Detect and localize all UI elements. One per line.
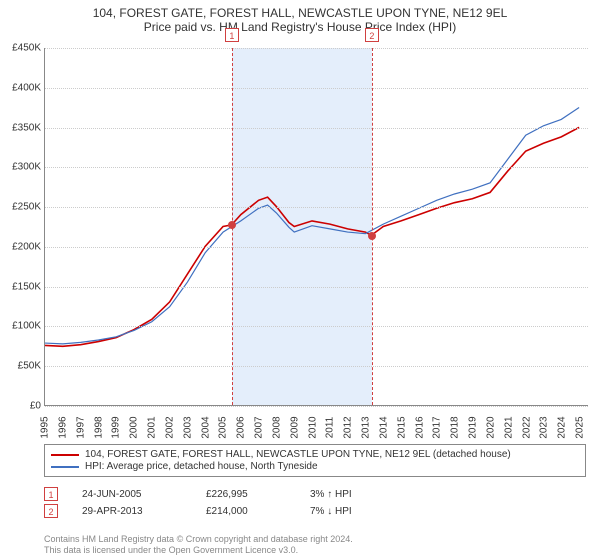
sale-diff: 3% ↑ HPI bbox=[310, 489, 352, 500]
chart-area: £0£50K£100K£150K£200K£250K£300K£350K£400… bbox=[44, 48, 588, 406]
y-axis-label: £450K bbox=[3, 43, 41, 54]
x-axis-label: 1995 bbox=[40, 416, 51, 438]
legend-swatch-property bbox=[51, 454, 79, 456]
x-axis-label: 2002 bbox=[164, 416, 175, 438]
x-axis-label: 2024 bbox=[557, 416, 568, 438]
x-axis-label: 2014 bbox=[378, 416, 389, 438]
x-axis-label: 2011 bbox=[325, 417, 336, 439]
x-axis-label: 2020 bbox=[485, 416, 496, 438]
series-property bbox=[45, 127, 579, 346]
sale-price: £226,995 bbox=[206, 489, 286, 500]
sale-dot-1 bbox=[228, 221, 236, 229]
chart-marker-1: 1 bbox=[225, 28, 239, 42]
x-axis-label: 2001 bbox=[147, 416, 158, 438]
x-axis-label: 2017 bbox=[432, 416, 443, 438]
legend-box: 104, FOREST GATE, FOREST HALL, NEWCASTLE… bbox=[44, 444, 586, 477]
x-axis-label: 2010 bbox=[307, 416, 318, 438]
sale-marker-1: 1 bbox=[44, 487, 58, 501]
x-axis-label: 2025 bbox=[575, 416, 586, 438]
sale-date: 24-JUN-2005 bbox=[82, 489, 182, 500]
y-axis-label: £0 bbox=[3, 401, 41, 412]
x-axis-label: 1996 bbox=[57, 416, 68, 438]
chart-marker-2: 2 bbox=[365, 28, 379, 42]
x-axis-label: 2003 bbox=[182, 416, 193, 438]
x-axis-label: 2019 bbox=[468, 416, 479, 438]
y-axis-label: £300K bbox=[3, 162, 41, 173]
sale-date: 29-APR-2013 bbox=[82, 506, 182, 517]
y-axis-label: £400K bbox=[3, 82, 41, 93]
y-axis-label: £250K bbox=[3, 202, 41, 213]
legend-label-property: 104, FOREST GATE, FOREST HALL, NEWCASTLE… bbox=[85, 449, 511, 460]
legend-row-property: 104, FOREST GATE, FOREST HALL, NEWCASTLE… bbox=[51, 449, 579, 460]
y-axis-label: £100K bbox=[3, 321, 41, 332]
sale-marker-2: 2 bbox=[44, 504, 58, 518]
y-axis-label: £350K bbox=[3, 122, 41, 133]
x-axis-label: 2009 bbox=[289, 416, 300, 438]
legend-swatch-hpi bbox=[51, 466, 79, 468]
sale-row: 2 29-APR-2013 £214,000 7% ↓ HPI bbox=[44, 504, 352, 518]
x-axis-label: 2016 bbox=[414, 416, 425, 438]
footer-line-2: This data is licensed under the Open Gov… bbox=[44, 545, 353, 556]
y-axis-label: £50K bbox=[3, 361, 41, 372]
sale-price: £214,000 bbox=[206, 506, 286, 517]
x-axis-label: 1999 bbox=[111, 416, 122, 438]
sale-dot-2 bbox=[368, 232, 376, 240]
series-hpi bbox=[45, 108, 579, 344]
chart-container: 104, FOREST GATE, FOREST HALL, NEWCASTLE… bbox=[0, 0, 600, 560]
y-axis-label: £200K bbox=[3, 241, 41, 252]
x-axis-label: 2007 bbox=[254, 416, 265, 438]
legend-label-hpi: HPI: Average price, detached house, Nort… bbox=[85, 461, 318, 472]
title-block: 104, FOREST GATE, FOREST HALL, NEWCASTLE… bbox=[0, 0, 600, 36]
sale-row: 1 24-JUN-2005 £226,995 3% ↑ HPI bbox=[44, 487, 352, 501]
chart-svg bbox=[45, 48, 588, 405]
y-axis-label: £150K bbox=[3, 281, 41, 292]
sale-diff: 7% ↓ HPI bbox=[310, 506, 352, 517]
x-axis-label: 2023 bbox=[539, 416, 550, 438]
x-axis-label: 2018 bbox=[450, 416, 461, 438]
x-axis-label: 2015 bbox=[396, 416, 407, 438]
x-axis-label: 2004 bbox=[200, 416, 211, 438]
x-axis-label: 2006 bbox=[236, 416, 247, 438]
x-axis-label: 2008 bbox=[271, 416, 282, 438]
footer-line-1: Contains HM Land Registry data © Crown c… bbox=[44, 534, 353, 545]
title-line-2: Price paid vs. HM Land Registry's House … bbox=[0, 20, 600, 34]
x-axis-label: 2005 bbox=[218, 416, 229, 438]
footer-attribution: Contains HM Land Registry data © Crown c… bbox=[44, 534, 353, 556]
x-axis-label: 2000 bbox=[129, 416, 140, 438]
x-axis-label: 2012 bbox=[343, 416, 354, 438]
x-axis-label: 1998 bbox=[93, 416, 104, 438]
x-axis-label: 2013 bbox=[361, 416, 372, 438]
x-axis-label: 1997 bbox=[75, 416, 86, 438]
x-axis-label: 2021 bbox=[503, 416, 514, 438]
title-line-1: 104, FOREST GATE, FOREST HALL, NEWCASTLE… bbox=[0, 6, 600, 20]
x-axis-label: 2022 bbox=[521, 416, 532, 438]
legend-row-hpi: HPI: Average price, detached house, Nort… bbox=[51, 461, 579, 472]
sales-table: 1 24-JUN-2005 £226,995 3% ↑ HPI 2 29-APR… bbox=[44, 484, 352, 521]
